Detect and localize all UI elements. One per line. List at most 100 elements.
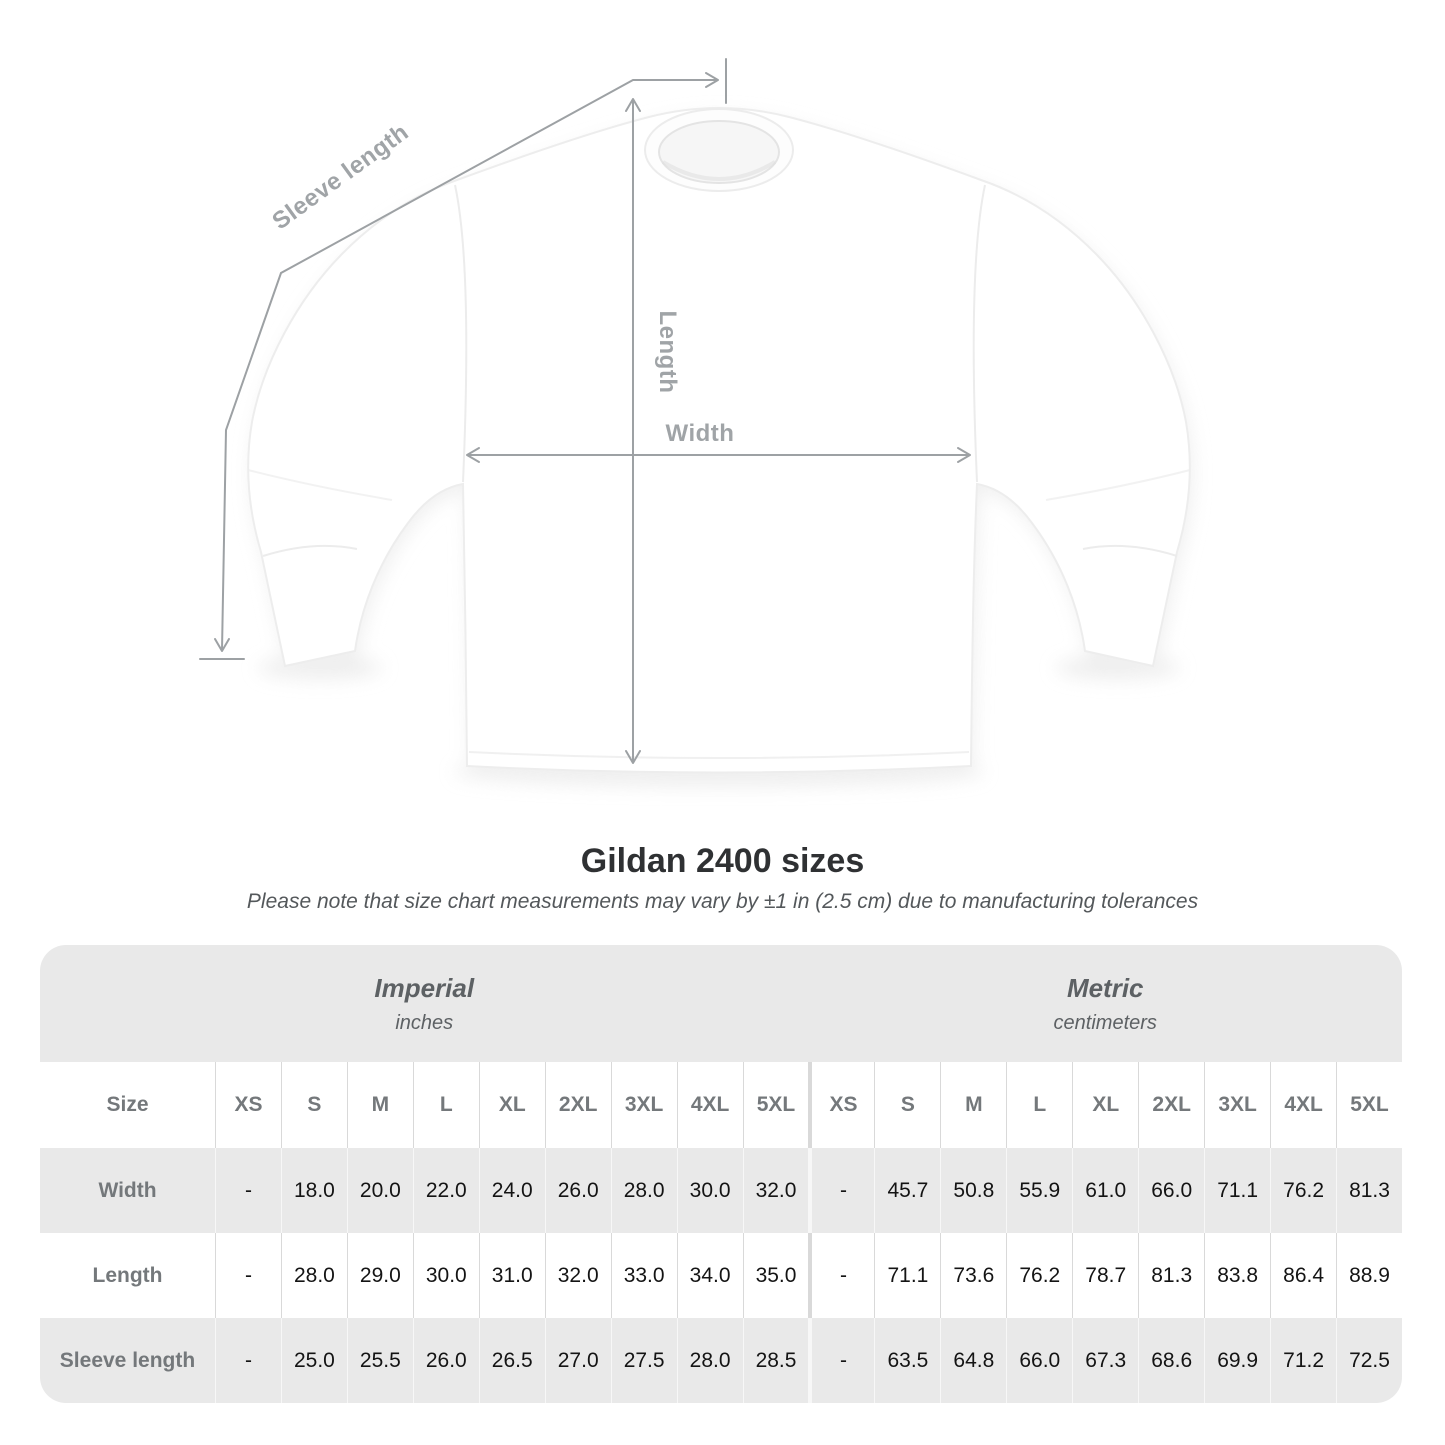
- sleeve-value-cell: 64.8: [940, 1318, 1007, 1403]
- size-header-cell: 5XL: [1336, 1062, 1402, 1148]
- length-value-cell: 28.0: [280, 1233, 347, 1318]
- sleeve-value-cell: -: [808, 1318, 875, 1403]
- hem-crease: [468, 751, 970, 759]
- size-header-cell: XS: [808, 1062, 875, 1148]
- size-header-cell: 5XL: [742, 1062, 809, 1148]
- width-value-cell: 66.0: [1138, 1148, 1205, 1233]
- length-measure: Length: [625, 98, 681, 764]
- width-value-cell: 50.8: [940, 1148, 1007, 1233]
- width-value-cell: 18.0: [280, 1148, 347, 1233]
- sleeve-value-cell: 25.0: [280, 1318, 347, 1403]
- shirt-measurement-diagram: Sleeve length Length Width: [199, 58, 1193, 786]
- length-value-cell: 76.2: [1006, 1233, 1073, 1318]
- imperial-band-title: Imperial: [374, 972, 475, 1003]
- size-header-cell: L: [412, 1062, 479, 1148]
- sleeve-value-cell: 67.3: [1072, 1318, 1139, 1403]
- size-header-cell: 2XL: [1138, 1062, 1205, 1148]
- row-label: Sleeve length: [40, 1318, 215, 1403]
- sleeve-value-cell: 28.5: [742, 1318, 809, 1403]
- width-value-cell: 22.0: [412, 1148, 479, 1233]
- sleeve-value-cell: 27.5: [610, 1318, 677, 1403]
- width-value-cell: 28.0: [610, 1148, 677, 1233]
- size-header-cell: XL: [478, 1062, 545, 1148]
- sleeve-value-cell: 26.0: [412, 1318, 479, 1403]
- length-value-cell: 35.0: [742, 1233, 809, 1318]
- width-value-cell: 45.7: [874, 1148, 941, 1233]
- size-header-cell: 2XL: [544, 1062, 611, 1148]
- left-sleeve-fold: [247, 469, 393, 501]
- size-header-cell: L: [1006, 1062, 1073, 1148]
- size-table: Imperial inches Metric centimeters Size …: [40, 945, 1402, 1403]
- page-title: Gildan 2400 sizes: [580, 842, 865, 880]
- length-value-cell: 88.9: [1336, 1233, 1402, 1318]
- width-value-cell: 32.0: [742, 1148, 809, 1233]
- size-header-cell: XS: [215, 1062, 281, 1148]
- metric-band-unit: centimeters: [1053, 1011, 1157, 1034]
- length-value-cell: 32.0: [544, 1233, 611, 1318]
- sleeve-value-cell: 68.6: [1138, 1318, 1205, 1403]
- width-label: Width: [666, 420, 735, 447]
- size-header-cell: 4XL: [1270, 1062, 1337, 1148]
- length-value-cell: 78.7: [1072, 1233, 1139, 1318]
- length-value-cell: 73.6: [940, 1233, 1007, 1318]
- sleeve-value-cell: -: [215, 1318, 281, 1403]
- size-header-cell: 3XL: [610, 1062, 677, 1148]
- length-value-cell: 30.0: [412, 1233, 479, 1318]
- left-cuff-seam: [262, 544, 358, 557]
- size-header-cell: S: [874, 1062, 941, 1148]
- width-value-cell: 30.0: [676, 1148, 743, 1233]
- length-value-cell: -: [215, 1233, 281, 1318]
- sleeve-value-cell: 69.9: [1204, 1318, 1271, 1403]
- sleeve-value-cell: 25.5: [346, 1318, 413, 1403]
- width-value-cell: 71.1: [1204, 1148, 1271, 1233]
- length-value-cell: 81.3: [1138, 1233, 1205, 1318]
- size-header-cell: M: [940, 1062, 1007, 1148]
- length-value-cell: 34.0: [676, 1233, 743, 1318]
- length-value-cell: 86.4: [1270, 1233, 1337, 1318]
- length-value-cell: 33.0: [610, 1233, 677, 1318]
- width-value-cell: 24.0: [478, 1148, 545, 1233]
- length-value-cell: 71.1: [874, 1233, 941, 1318]
- sleeve-value-cell: 63.5: [874, 1318, 941, 1403]
- size-column-header: Size: [40, 1062, 215, 1148]
- right-cuff-seam: [1082, 544, 1178, 557]
- width-value-cell: -: [808, 1148, 875, 1233]
- right-sleeve-fold: [1045, 469, 1191, 501]
- width-value-cell: 61.0: [1072, 1148, 1139, 1233]
- length-value-cell: 83.8: [1204, 1233, 1271, 1318]
- sleeve-value-cell: 72.5: [1336, 1318, 1402, 1403]
- collar: [644, 108, 794, 192]
- size-header-cell: XL: [1072, 1062, 1139, 1148]
- imperial-band-unit: inches: [395, 1011, 454, 1034]
- imperial-band: Imperial inches: [40, 945, 809, 1062]
- width-value-cell: 76.2: [1270, 1148, 1337, 1233]
- width-value-cell: 26.0: [544, 1148, 611, 1233]
- width-value-cell: 20.0: [346, 1148, 413, 1233]
- size-header-cell: M: [346, 1062, 413, 1148]
- length-value-cell: -: [808, 1233, 875, 1318]
- row-label: Width: [40, 1148, 215, 1233]
- shirt-illustration: [247, 107, 1191, 774]
- right-armhole-seam: [972, 184, 986, 483]
- width-measure: Width: [466, 420, 971, 463]
- width-value-cell: 81.3: [1336, 1148, 1402, 1233]
- length-label: Length: [654, 311, 681, 394]
- sleeve-value-cell: 26.5: [478, 1318, 545, 1403]
- metric-band-title: Metric: [1066, 972, 1144, 1003]
- row-label: Length: [40, 1233, 215, 1318]
- width-value-cell: 55.9: [1006, 1148, 1073, 1233]
- sleeve-value-cell: 66.0: [1006, 1318, 1073, 1403]
- left-armhole-seam: [454, 184, 468, 483]
- length-value-cell: 29.0: [346, 1233, 413, 1318]
- length-value-cell: 31.0: [478, 1233, 545, 1318]
- metric-band: Metric centimeters: [808, 945, 1402, 1062]
- size-header-cell: 4XL: [676, 1062, 743, 1148]
- size-header-cell: 3XL: [1204, 1062, 1271, 1148]
- width-value-cell: -: [215, 1148, 281, 1233]
- size-header-cell: S: [280, 1062, 347, 1148]
- sleeve-value-cell: 28.0: [676, 1318, 743, 1403]
- sleeve-value-cell: 71.2: [1270, 1318, 1337, 1403]
- sleeve-value-cell: 27.0: [544, 1318, 611, 1403]
- page-subtitle: Please note that size chart measurements…: [246, 890, 1199, 913]
